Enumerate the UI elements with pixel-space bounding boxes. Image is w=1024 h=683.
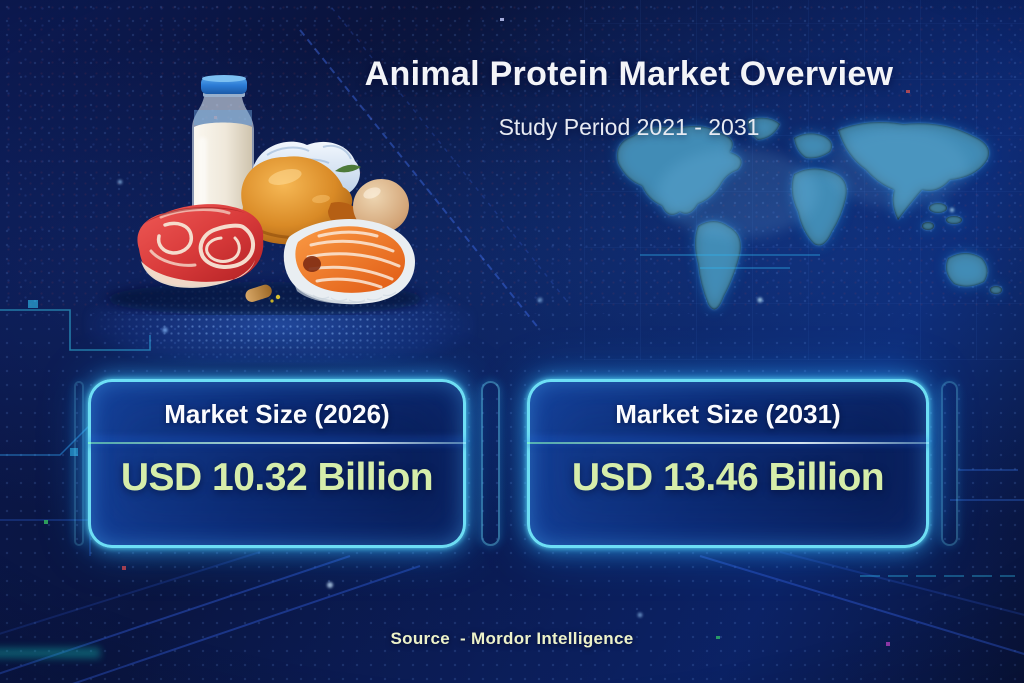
platform-glow — [85, 278, 475, 364]
header: Animal Protein Market Overview Study Per… — [238, 55, 1020, 141]
frame-echo-middle — [481, 381, 500, 546]
card-divider — [88, 442, 466, 444]
card-label: Market Size (2026) — [164, 399, 390, 429]
roasted-chicken — [241, 156, 378, 245]
platform-dot-texture — [98, 288, 464, 362]
page-title: Animal Protein Market Overview — [364, 55, 894, 93]
beef-steak — [137, 204, 264, 288]
cheese-cloth — [251, 141, 360, 205]
herb-sprig — [335, 164, 361, 173]
card-divider — [527, 442, 929, 444]
study-period-subtitle: Study Period 2021 - 2031 — [498, 114, 760, 140]
frame-echo-left — [74, 381, 84, 546]
card-value: USD 10.32 Billion — [120, 456, 434, 499]
source-attribution: Source - Mordor Intelligence — [390, 629, 634, 648]
frame-echo-right — [941, 381, 958, 546]
market-size-card-2026: Market Size (2026) USD 10.32 Billion — [88, 379, 466, 548]
garlic-piece — [245, 284, 281, 303]
brown-egg — [353, 178, 409, 234]
world-map — [617, 117, 1002, 310]
salmon-steak — [283, 218, 415, 305]
fine-dot-texture — [0, 0, 1024, 315]
card-label: Market Size (2031) — [615, 399, 841, 429]
food-shadow — [107, 282, 423, 315]
market-size-card-2031: Market Size (2031) USD 13.46 Billion — [527, 379, 929, 548]
card-value: USD 13.46 Billion — [571, 456, 885, 499]
grid-lines-texture — [584, 0, 1024, 360]
